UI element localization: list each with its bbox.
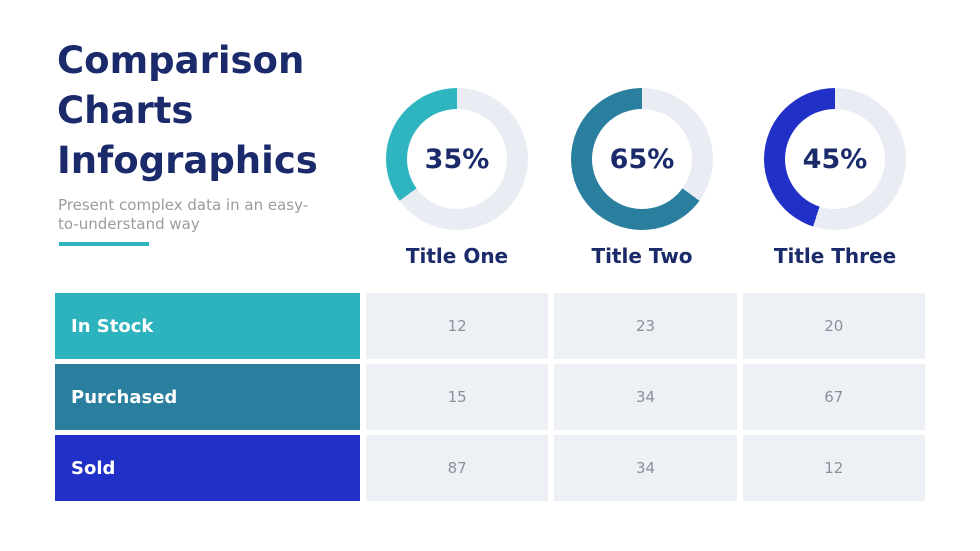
donut-title: Title Three [773, 244, 897, 268]
table-cell: 67 [742, 364, 925, 430]
donut-percent-value: 65% [609, 143, 675, 175]
donut-hole [592, 109, 692, 209]
table-cell: 12 [366, 293, 549, 359]
donut-title: Title One [405, 244, 509, 268]
table-cell: 12 [742, 435, 925, 501]
row-header-in-stock: In Stock [55, 293, 360, 359]
table-row-in-stock: In Stock 12 23 20 [55, 293, 925, 359]
donut-chart-title-three: 45% Title Three [764, 88, 906, 268]
table-cell: 87 [366, 435, 549, 501]
donut-chart-title-one: 35% Title One [386, 88, 528, 268]
accent-underline [59, 242, 149, 246]
table-cell: 23 [554, 293, 737, 359]
donut-title: Title Two [591, 244, 693, 268]
subtitle-line-2: to-understand way [58, 215, 200, 233]
table-cell: 34 [554, 435, 737, 501]
title-line-2: Charts [57, 89, 194, 132]
subtitle-line-1: Present complex data in an easy- [58, 196, 309, 214]
donut-chart-title-two: 65% Title Two [571, 88, 713, 268]
page-title: Comparison Charts Infographics [57, 36, 318, 186]
row-header-purchased: Purchased [55, 364, 360, 430]
title-line-3: Infographics [57, 139, 318, 182]
donut-hole [407, 109, 507, 209]
table-cell: 15 [366, 364, 549, 430]
donut-percent-value: 35% [424, 143, 490, 175]
table-row-sold: Sold 87 34 12 [55, 435, 925, 501]
subtitle: Present complex data in an easy- to-unde… [58, 196, 308, 234]
donut-percent-value: 45% [802, 143, 868, 175]
row-header-sold: Sold [55, 435, 360, 501]
table-row-purchased: Purchased 15 34 67 [55, 364, 925, 430]
table-cell: 20 [742, 293, 925, 359]
donut-hole [785, 109, 885, 209]
title-line-1: Comparison [57, 39, 305, 82]
table-cell: 34 [554, 364, 737, 430]
comparison-table: In Stock 12 23 20 Purchased 15 34 67 Sol… [55, 293, 925, 501]
